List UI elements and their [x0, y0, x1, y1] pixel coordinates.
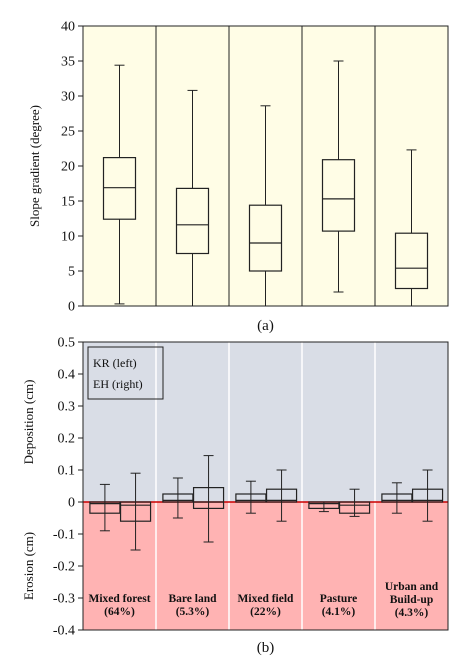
y-tick-label: 0.2	[58, 432, 76, 447]
iqr-box	[381, 493, 413, 503]
panel-a: 0 5 10 15 20 25 30 35 40 Slope gradient (degree)…	[27, 20, 449, 334]
y-tick-label: 0.1	[58, 464, 76, 479]
y-tick-label: 25	[61, 125, 75, 140]
iqr-box	[321, 159, 356, 232]
legend-entry-eh: EH (right)	[93, 377, 143, 391]
iqr-box	[192, 487, 225, 510]
category-label: Mixed field	[238, 593, 294, 605]
box-plot	[175, 89, 210, 307]
panel-b: -0.4 -0.3 -0.2 -0.1 0 0.1 0.2 0.3 0.4 0.5 KR (lef…	[21, 336, 449, 656]
iqr-box	[265, 488, 298, 503]
erosion-region	[83, 502, 448, 630]
y-tick-label: 40	[61, 20, 75, 35]
y-tick-label: 0.5	[58, 336, 76, 351]
box-plot-eh	[411, 469, 444, 522]
panel-a-y-ticks: 0 5 10 15 20 25 30 35 40	[61, 20, 83, 315]
panel-b-dividers	[155, 342, 376, 630]
y-tick-label: -0.2	[53, 560, 75, 575]
iqr-box	[308, 501, 340, 510]
panel-b-label: (b)	[257, 640, 275, 656]
y-tick-label: 15	[61, 195, 75, 210]
box-plot-kr	[381, 482, 413, 514]
iqr-box	[119, 501, 152, 522]
panel-a-boxes	[102, 60, 429, 307]
iqr-box	[102, 157, 137, 220]
y-tick-label: 5	[68, 265, 75, 280]
deposition-axis-label: Deposition (cm)	[21, 380, 36, 465]
panel-b-boxes	[89, 455, 444, 551]
iqr-box	[89, 501, 121, 514]
panel-b-frame	[82, 341, 449, 631]
panel-b-y-ticks: -0.4 -0.3 -0.2 -0.1 0 0.1 0.2 0.3 0.4 0.5	[53, 336, 83, 639]
y-tick-label: 10	[61, 230, 75, 245]
panel-a-label: (a)	[257, 318, 274, 334]
y-tick-label: 20	[61, 160, 75, 175]
legend-entry-kr: KR (left)	[93, 356, 137, 370]
category-label: Pasture	[320, 593, 357, 605]
category-label: (22%)	[250, 606, 281, 618]
box-plot-eh	[192, 455, 225, 543]
iqr-box	[162, 493, 194, 503]
y-tick-label: -0.3	[53, 592, 75, 607]
category-label: Urban and	[385, 581, 439, 593]
iqr-box	[411, 488, 444, 503]
iqr-box	[394, 232, 429, 290]
box-plot-eh	[338, 488, 371, 517]
box-plot-eh	[119, 472, 152, 551]
erosion-axis-label: Erosion (cm)	[21, 532, 36, 600]
legend: KR (left) EH (right)	[87, 346, 164, 400]
legend-box	[87, 346, 164, 400]
box-plot	[102, 64, 137, 305]
category-label: Build-up	[390, 594, 433, 606]
y-tick-label: 0.4	[58, 368, 76, 383]
category-label: Mixed forest	[88, 593, 150, 605]
deposition-region	[83, 342, 448, 502]
category-label: (5.3%)	[176, 606, 210, 618]
box-plot-eh	[265, 469, 298, 522]
panel-a-y-axis-label: Slope gradient (degree)	[27, 105, 42, 227]
category-labels: Mixed forest(64%) Bare land(5.3%) Mixed fi…	[88, 581, 438, 619]
category-label: Bare land	[168, 593, 217, 605]
y-tick-label: -0.4	[53, 624, 75, 639]
box-plot-kr	[235, 480, 267, 514]
y-tick-label: 0	[68, 496, 75, 511]
y-tick-label: 35	[61, 55, 75, 70]
y-tick-label: 30	[61, 90, 75, 105]
box-plot	[248, 105, 283, 307]
box-plot-kr	[89, 483, 121, 532]
box-plot	[321, 60, 356, 293]
box-plot	[394, 149, 429, 307]
y-tick-label: -0.1	[53, 528, 75, 543]
box-plot-kr	[162, 477, 194, 519]
category-label: (4.3%)	[395, 607, 429, 619]
box-plot-kr	[308, 501, 340, 513]
category-label: (4.1%)	[322, 606, 356, 618]
iqr-box	[338, 501, 371, 514]
category-label: (64%)	[104, 606, 135, 618]
y-tick-label: 0	[68, 300, 75, 315]
iqr-box	[175, 187, 210, 255]
y-tick-label: 0.3	[58, 400, 76, 415]
iqr-box	[235, 493, 267, 503]
panel-a-dividers	[155, 26, 376, 306]
iqr-box	[248, 204, 283, 272]
